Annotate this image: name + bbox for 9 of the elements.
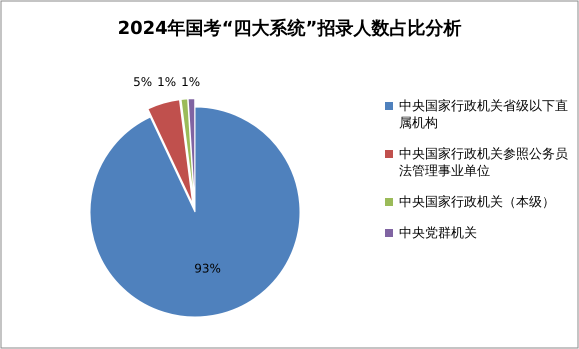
legend-label: 中央国家行政机关（本级） [399, 194, 555, 210]
data-label: 1% [181, 75, 200, 89]
legend-label: 中央国家行政机关省级以下直属机构 [399, 98, 568, 131]
data-label: 5% [133, 75, 152, 89]
chart-title: 2024年国考“四大系统”招录人数占比分析 [118, 18, 462, 39]
data-label: 1% [157, 75, 176, 89]
legend-label: 中央国家行政机关参照公务员法管理事业单位 [399, 146, 568, 179]
legend-label: 中央党群机关 [399, 226, 477, 241]
data-label: 93% [194, 261, 221, 276]
